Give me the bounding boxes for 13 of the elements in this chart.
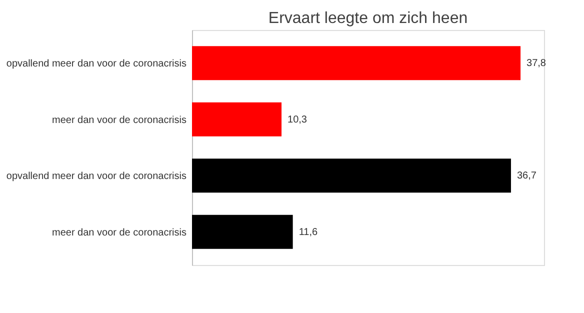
y-tick-label: meer dan voor de coronacrisis	[52, 227, 186, 238]
data-label: 36,7	[516, 170, 537, 182]
bar	[192, 102, 282, 136]
data-label: 11,6	[298, 226, 318, 238]
y-tick-label: opvallend meer dan voor de coronacrisis	[6, 171, 186, 182]
chart-title: Ervaart leegte om zich heen	[268, 10, 468, 27]
y-tick-label: opvallend meer dan voor de coronacrisis	[6, 58, 186, 70]
data-label: 10,3	[288, 114, 308, 126]
y-tick-label: meer dan voor de coronacrisis	[52, 114, 186, 126]
data-label: 37,8	[526, 58, 546, 70]
bar	[192, 158, 511, 193]
bar	[192, 46, 521, 80]
bar	[192, 214, 293, 249]
